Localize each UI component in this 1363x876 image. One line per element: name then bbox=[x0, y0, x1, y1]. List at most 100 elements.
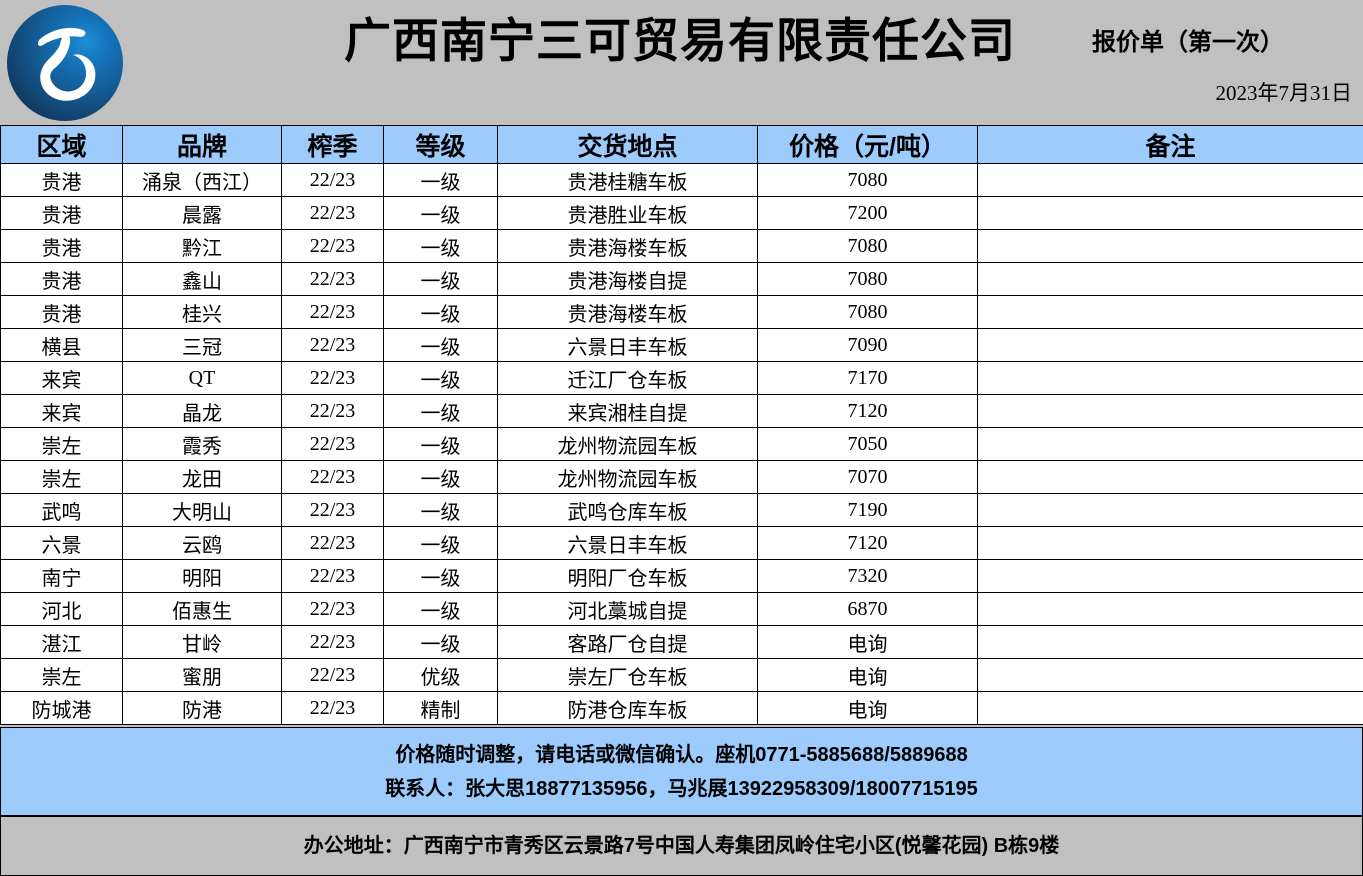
cell-note bbox=[977, 361, 1363, 395]
cell-delivery: 武鸣仓库车板 bbox=[497, 493, 758, 527]
cell-season: 22/23 bbox=[281, 460, 384, 494]
cell-season: 22/23 bbox=[281, 394, 384, 428]
table-row: 崇左 蜜朋 22/23 优级 崇左厂仓车板 电询 bbox=[0, 658, 1363, 692]
column-header-delivery: 交货地点 bbox=[497, 125, 758, 164]
cell-brand: 晨露 bbox=[122, 196, 282, 230]
cell-delivery: 崇左厂仓车板 bbox=[497, 658, 758, 692]
table-row: 横县 三冠 22/23 一级 六景日丰车板 7090 bbox=[0, 328, 1363, 362]
cell-price: 电询 bbox=[757, 658, 978, 692]
cell-region: 崇左 bbox=[0, 427, 123, 461]
cell-grade: 一级 bbox=[383, 328, 498, 362]
cell-price: 7090 bbox=[757, 328, 978, 362]
cell-note bbox=[977, 262, 1363, 296]
column-header-brand: 品牌 bbox=[122, 125, 282, 164]
cell-grade: 一级 bbox=[383, 361, 498, 395]
table-row: 来宾 晶龙 22/23 一级 来宾湘桂自提 7120 bbox=[0, 394, 1363, 428]
cell-brand: 大明山 bbox=[122, 493, 282, 527]
table-row: 南宁 明阳 22/23 一级 明阳厂仓车板 7320 bbox=[0, 559, 1363, 593]
cell-price: 7070 bbox=[757, 460, 978, 494]
cell-grade: 一级 bbox=[383, 427, 498, 461]
price-disclaimer-line: 价格随时调整，请电话或微信确认。座机0771-5885688/5889688 bbox=[395, 743, 968, 766]
cell-brand: 佰惠生 bbox=[122, 592, 282, 626]
cell-region: 来宾 bbox=[0, 361, 123, 395]
table-row: 湛江 甘岭 22/23 一级 客路厂仓自提 电询 bbox=[0, 625, 1363, 659]
cell-region: 崇左 bbox=[0, 658, 123, 692]
table-row: 贵港 涌泉（西江） 22/23 一级 贵港桂糖车板 7080 bbox=[0, 163, 1363, 197]
table-row: 贵港 桂兴 22/23 一级 贵港海楼车板 7080 bbox=[0, 295, 1363, 329]
cell-delivery: 贵港海楼自提 bbox=[497, 262, 758, 296]
cell-season: 22/23 bbox=[281, 196, 384, 230]
cell-brand: 云鸥 bbox=[122, 526, 282, 560]
cell-brand: 晶龙 bbox=[122, 394, 282, 428]
cell-region: 崇左 bbox=[0, 460, 123, 494]
page-title: 广西南宁三可贸易有限责任公司 bbox=[344, 14, 1016, 67]
cell-grade: 一级 bbox=[383, 526, 498, 560]
cell-region: 贵港 bbox=[0, 295, 123, 329]
cell-note bbox=[977, 196, 1363, 230]
cell-brand: 鑫山 bbox=[122, 262, 282, 296]
table-row: 贵港 黔江 22/23 一级 贵港海楼车板 7080 bbox=[0, 229, 1363, 263]
cell-season: 22/23 bbox=[281, 328, 384, 362]
cell-delivery: 河北藁城自提 bbox=[497, 592, 758, 626]
table-row: 贵港 晨露 22/23 一级 贵港胜业车板 7200 bbox=[0, 196, 1363, 230]
cell-grade: 一级 bbox=[383, 229, 498, 263]
cell-season: 22/23 bbox=[281, 427, 384, 461]
company-logo-icon bbox=[7, 5, 123, 121]
cell-delivery: 客路厂仓自提 bbox=[497, 625, 758, 659]
table-row: 武鸣 大明山 22/23 一级 武鸣仓库车板 7190 bbox=[0, 493, 1363, 527]
cell-brand: 三冠 bbox=[122, 328, 282, 362]
column-header-region: 区域 bbox=[0, 125, 123, 164]
cell-price: 7080 bbox=[757, 295, 978, 329]
cell-brand: 甘岭 bbox=[122, 625, 282, 659]
price-table: 区域 品牌 榨季 等级 交货地点 价格（元/吨） 备注 贵港 涌泉（西江） 22/2… bbox=[0, 125, 1363, 725]
cell-note bbox=[977, 625, 1363, 659]
cell-price: 7320 bbox=[757, 559, 978, 593]
cell-season: 22/23 bbox=[281, 229, 384, 263]
office-address-block: 办公地址：广西南宁市青秀区云景路7号中国人寿集团凤岭住宅小区(悦馨花园) B栋9… bbox=[0, 816, 1363, 876]
table-row: 崇左 霞秀 22/23 一级 龙州物流园车板 7050 bbox=[0, 427, 1363, 461]
cell-note bbox=[977, 691, 1363, 725]
cell-season: 22/23 bbox=[281, 691, 384, 725]
cell-season: 22/23 bbox=[281, 295, 384, 329]
cell-price: 电询 bbox=[757, 691, 978, 725]
cell-grade: 一级 bbox=[383, 262, 498, 296]
cell-delivery: 六景日丰车板 bbox=[497, 526, 758, 560]
cell-region: 六景 bbox=[0, 526, 123, 560]
cell-delivery: 贵港海楼车板 bbox=[497, 229, 758, 263]
table-row: 河北 佰惠生 22/23 一级 河北藁城自提 6870 bbox=[0, 592, 1363, 626]
cell-grade: 精制 bbox=[383, 691, 498, 725]
cell-season: 22/23 bbox=[281, 262, 384, 296]
cell-price: 7120 bbox=[757, 394, 978, 428]
logo-glyph-icon bbox=[37, 27, 96, 101]
column-header-grade: 等级 bbox=[383, 125, 498, 164]
cell-region: 贵港 bbox=[0, 262, 123, 296]
cell-brand: 涌泉（西江） bbox=[122, 163, 282, 197]
table-body: 贵港 涌泉（西江） 22/23 一级 贵港桂糖车板 7080 贵港 晨露 22/23 一级 贵港胜业… bbox=[0, 163, 1363, 725]
cell-brand: QT bbox=[122, 361, 282, 395]
cell-brand: 桂兴 bbox=[122, 295, 282, 329]
cell-price: 7120 bbox=[757, 526, 978, 560]
table-header-row: 区域 品牌 榨季 等级 交货地点 价格（元/吨） 备注 bbox=[0, 125, 1363, 164]
cell-price: 7170 bbox=[757, 361, 978, 395]
cell-note bbox=[977, 295, 1363, 329]
cell-season: 22/23 bbox=[281, 625, 384, 659]
cell-region: 河北 bbox=[0, 592, 123, 626]
cell-note bbox=[977, 460, 1363, 494]
contact-note-block: 价格随时调整，请电话或微信确认。座机0771-5885688/5889688 联… bbox=[0, 727, 1363, 816]
column-header-price: 价格（元/吨） bbox=[757, 125, 978, 164]
table-row: 六景 云鸥 22/23 一级 六景日丰车板 7120 bbox=[0, 526, 1363, 560]
cell-delivery: 明阳厂仓车板 bbox=[497, 559, 758, 593]
cell-delivery: 防港仓库车板 bbox=[497, 691, 758, 725]
cell-grade: 一级 bbox=[383, 163, 498, 197]
cell-note bbox=[977, 526, 1363, 560]
table-row: 来宾 QT 22/23 一级 迁江厂仓车板 7170 bbox=[0, 361, 1363, 395]
cell-note bbox=[977, 163, 1363, 197]
cell-region: 贵港 bbox=[0, 196, 123, 230]
cell-region: 南宁 bbox=[0, 559, 123, 593]
cell-delivery: 贵港海楼车板 bbox=[497, 295, 758, 329]
cell-season: 22/23 bbox=[281, 559, 384, 593]
cell-note bbox=[977, 394, 1363, 428]
cell-delivery: 来宾湘桂自提 bbox=[497, 394, 758, 428]
cell-brand: 霞秀 bbox=[122, 427, 282, 461]
cell-grade: 一级 bbox=[383, 592, 498, 626]
